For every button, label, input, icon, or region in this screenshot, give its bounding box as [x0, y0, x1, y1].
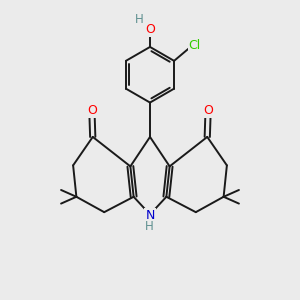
Text: Cl: Cl [189, 39, 201, 52]
Text: O: O [87, 103, 97, 117]
Text: N: N [145, 208, 155, 222]
Text: H: H [145, 220, 154, 233]
Text: H: H [135, 13, 144, 26]
Text: O: O [203, 103, 213, 117]
Text: O: O [145, 23, 155, 36]
